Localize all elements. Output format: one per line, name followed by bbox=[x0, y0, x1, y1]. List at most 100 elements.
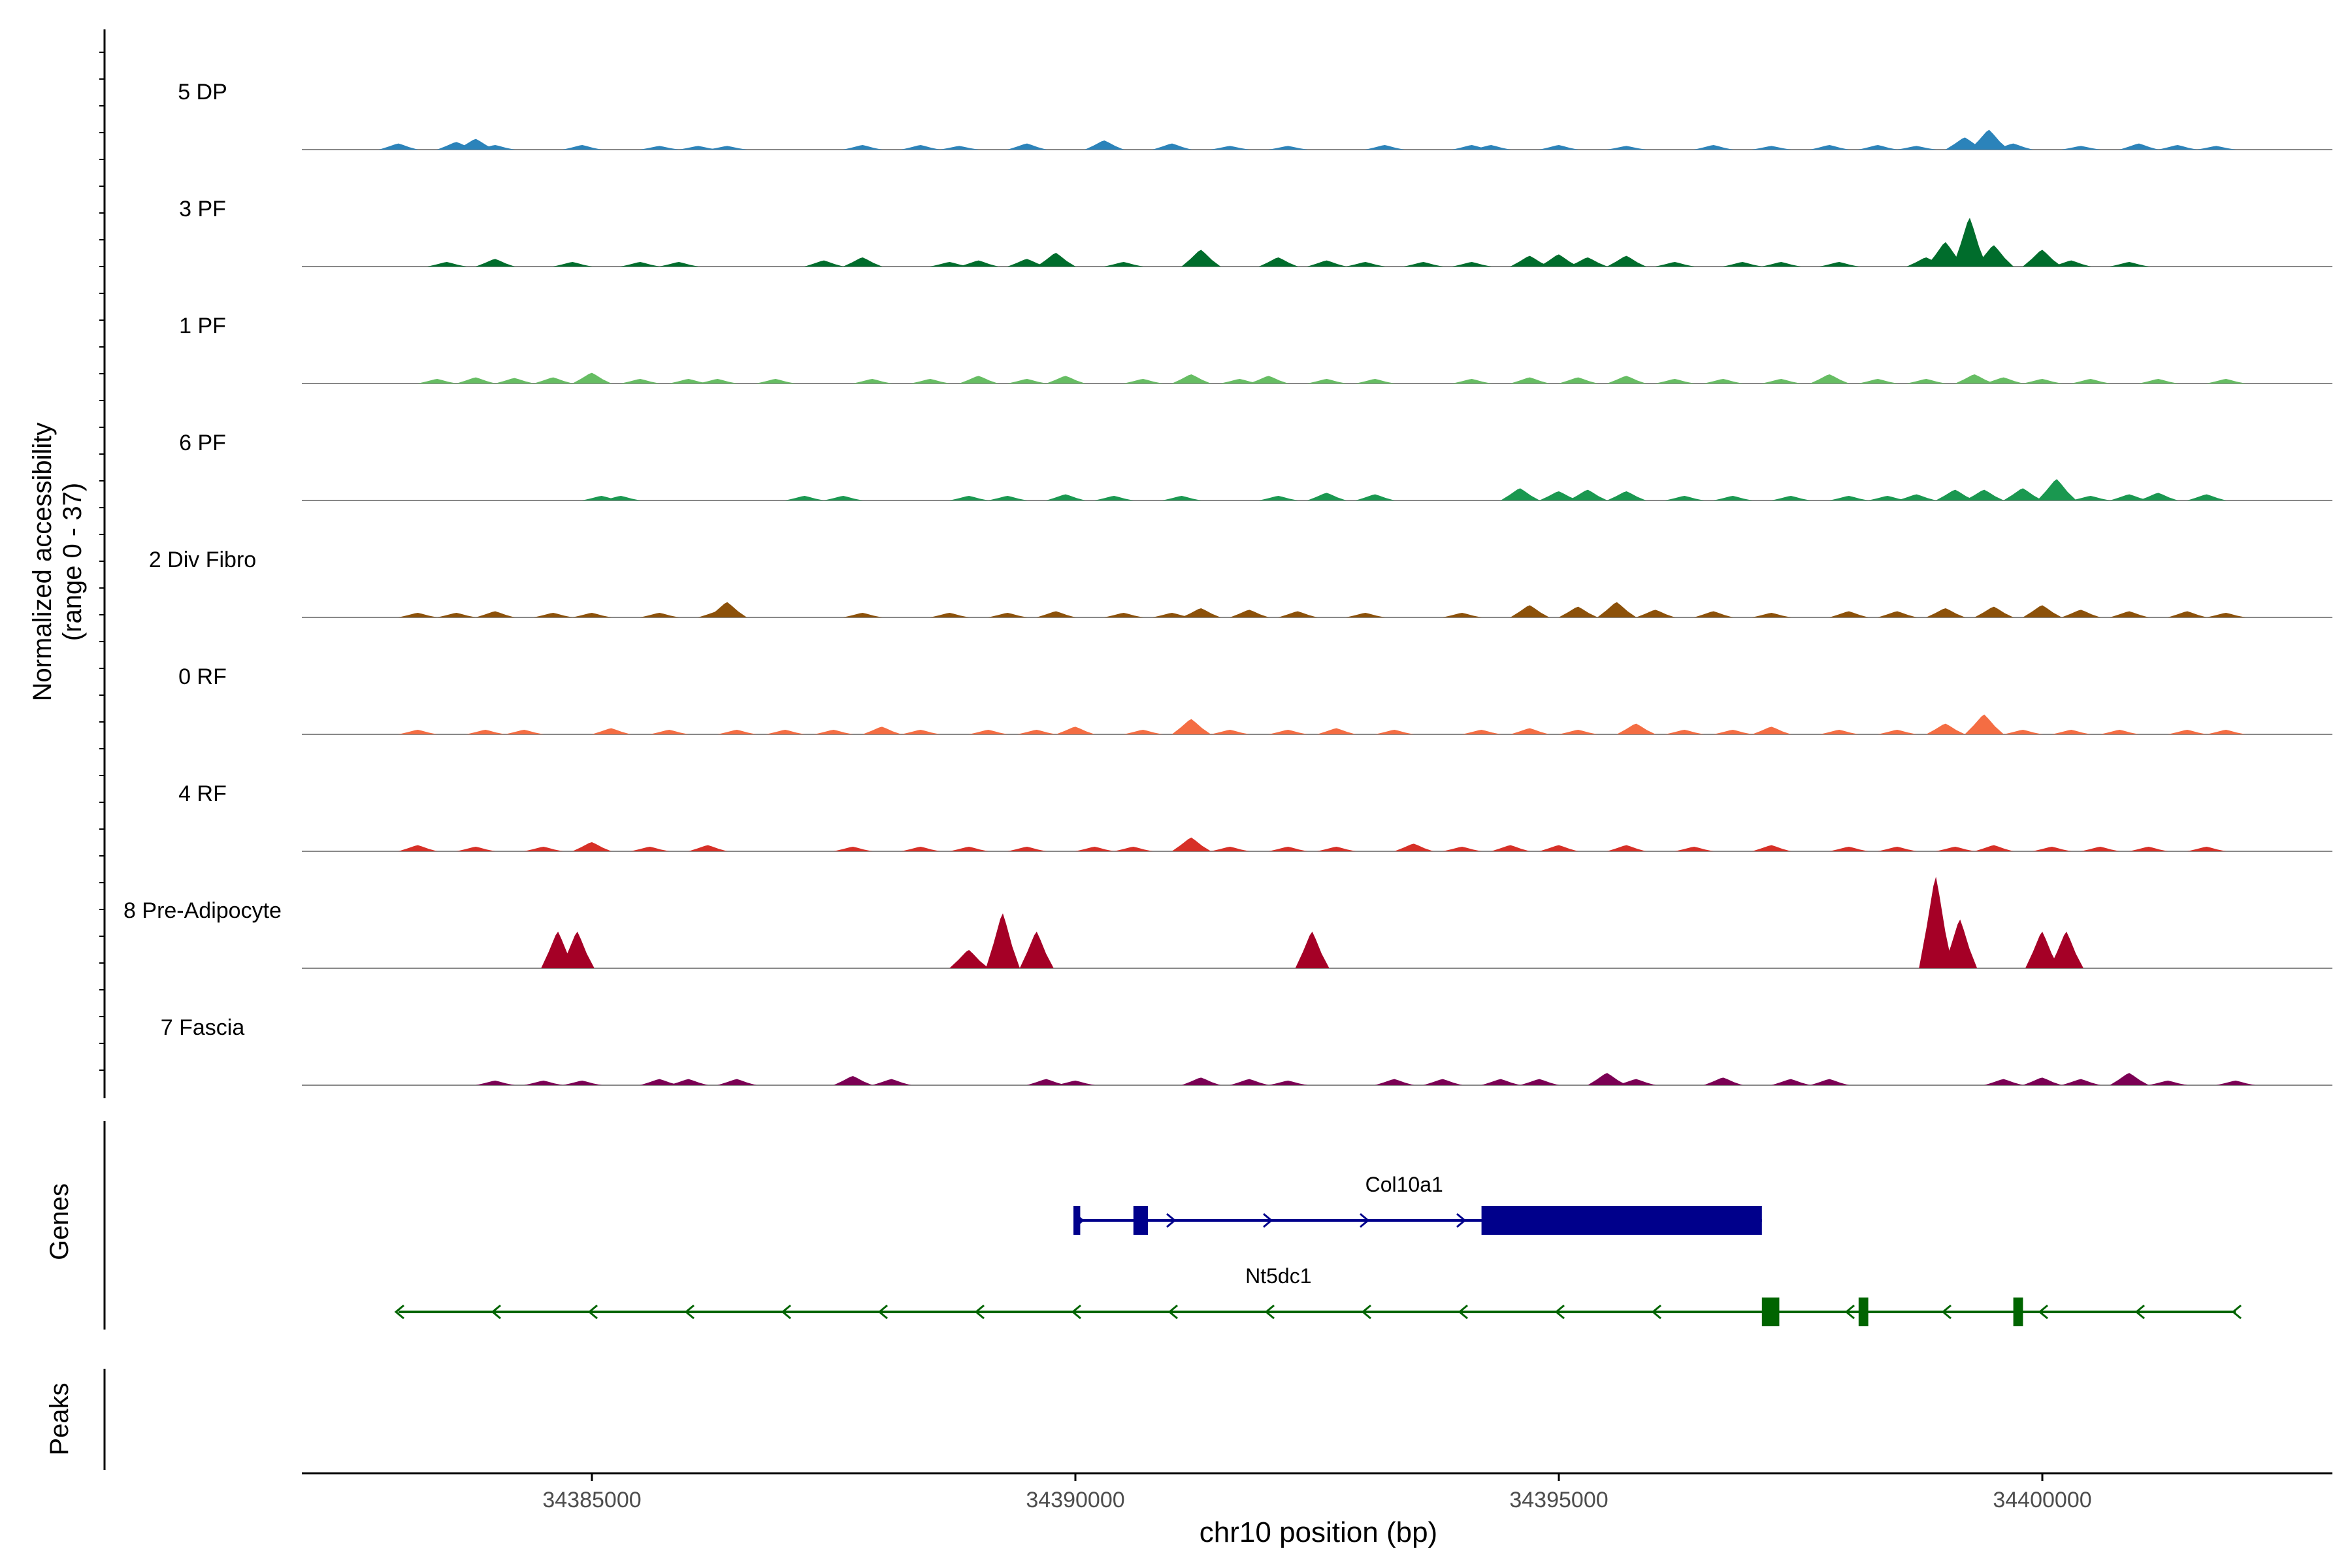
coverage-peak bbox=[1036, 611, 1076, 617]
coverage-peak bbox=[1810, 1079, 1850, 1085]
coverage-peak bbox=[1752, 727, 1791, 734]
x-tick-label: 34400000 bbox=[1993, 1488, 2091, 1512]
peaks-panel-label: Peaks bbox=[45, 1382, 74, 1455]
track-label: 3 PF bbox=[179, 197, 226, 221]
coverage-peak bbox=[1007, 143, 1047, 150]
coverage-peak bbox=[1858, 145, 1898, 150]
coverage-peak bbox=[436, 613, 476, 617]
strand-arrow bbox=[684, 1304, 694, 1320]
coverage-peak bbox=[1674, 847, 1714, 851]
coverage-peak bbox=[533, 613, 573, 617]
strand-arrow bbox=[1071, 1304, 1081, 1320]
track-label: 6 PF bbox=[179, 431, 226, 455]
coverage-peak bbox=[1510, 255, 1550, 267]
coverage-peak bbox=[1258, 257, 1298, 267]
exon bbox=[1073, 1206, 1081, 1235]
coverage-peak bbox=[591, 728, 631, 734]
coverage-peak bbox=[1955, 374, 1995, 384]
coverage-peak bbox=[1616, 723, 1656, 734]
coverage-peak bbox=[843, 145, 883, 150]
coverage-peak bbox=[2023, 379, 2062, 384]
strand-arrow bbox=[1458, 1304, 1468, 1320]
coverage-peak bbox=[524, 1081, 563, 1085]
coverage-peak bbox=[1094, 496, 1134, 500]
coverage-peak bbox=[1056, 727, 1095, 734]
coverage-peak bbox=[2206, 730, 2246, 734]
coverage-peak bbox=[1655, 379, 1695, 384]
strand-arrow bbox=[1844, 1304, 1855, 1320]
strand-arrow bbox=[1554, 1304, 1565, 1320]
coverage-peak bbox=[572, 372, 612, 384]
coverage-peak bbox=[1607, 491, 1646, 500]
coverage-peak bbox=[1046, 494, 1086, 500]
coverage-peak bbox=[1810, 145, 1850, 150]
coverage-peak bbox=[988, 496, 1028, 500]
coverage-peak bbox=[930, 262, 970, 267]
coverage-peak bbox=[1443, 613, 1482, 617]
coverage-peak bbox=[1943, 919, 1978, 968]
coverage-peak bbox=[911, 379, 950, 384]
strand-arrow bbox=[1166, 1213, 1177, 1228]
coverage-peak bbox=[1181, 608, 1221, 617]
x-tick-label: 34385000 bbox=[542, 1488, 641, 1512]
track-label: 1 PF bbox=[179, 314, 226, 338]
coverage-peak bbox=[1316, 847, 1356, 851]
coverage-peak bbox=[504, 730, 544, 734]
coverage-peak bbox=[756, 379, 796, 384]
coverage-peak bbox=[1771, 1079, 1811, 1085]
coverage-peak bbox=[688, 845, 728, 851]
coverage-peak bbox=[1974, 606, 2014, 617]
coverage-peak bbox=[572, 842, 612, 851]
coverage-peak bbox=[1568, 489, 1608, 500]
coverage-peak bbox=[949, 496, 989, 500]
coverage-peak bbox=[1974, 245, 2014, 267]
exon bbox=[1133, 1206, 1148, 1235]
coverage-peak bbox=[572, 613, 612, 617]
coverage-peak bbox=[843, 257, 883, 267]
coverage-peak bbox=[1046, 376, 1086, 384]
coverage-peak bbox=[988, 613, 1028, 617]
coverage-peak bbox=[2138, 379, 2178, 384]
exon bbox=[1858, 1298, 1869, 1326]
coverage-peak bbox=[2110, 1073, 2149, 1085]
coverage-peak bbox=[2216, 1081, 2255, 1085]
coverage-peak bbox=[1858, 379, 1898, 384]
coverage-peak bbox=[1375, 1079, 1414, 1085]
coverage-peak bbox=[1829, 611, 1869, 617]
coverage-peak bbox=[1443, 847, 1482, 851]
coverage-peak bbox=[1723, 262, 1763, 267]
coverage-peak bbox=[804, 260, 844, 267]
coverage-peak bbox=[1965, 489, 2004, 500]
coverage-peak bbox=[2110, 494, 2149, 500]
coverage-peak bbox=[1868, 496, 1908, 500]
track-5: 0 RF bbox=[178, 664, 2332, 735]
coverage-peak bbox=[1355, 379, 1395, 384]
coverage-peak bbox=[1316, 728, 1356, 734]
track-7: 8 Pre-Adipocyte bbox=[123, 877, 2332, 969]
coverage-peak bbox=[1588, 1073, 1627, 1085]
coverage-peak bbox=[1394, 843, 1433, 851]
coverage-peak bbox=[1607, 845, 1646, 851]
coverage-peak bbox=[1539, 491, 1578, 500]
coverage-peak bbox=[1171, 838, 1211, 851]
x-axis-ticks: 34385000 34390000 34395000 34400000 bbox=[542, 1473, 2092, 1512]
coverage-peak bbox=[1558, 606, 1598, 617]
coverage-peak bbox=[1761, 379, 1801, 384]
coverage-peak bbox=[717, 730, 757, 734]
strand-arrow bbox=[781, 1304, 791, 1320]
coverage-peak bbox=[1878, 730, 1917, 734]
coverage-peak bbox=[476, 145, 515, 150]
coverage-peak bbox=[1665, 496, 1705, 500]
coverage-peak bbox=[814, 730, 853, 734]
coverage-peak bbox=[398, 613, 438, 617]
axes: 34385000 34390000 34395000 34400000 bbox=[99, 29, 2332, 1512]
track-label: 2 Div Fibro bbox=[149, 547, 256, 572]
strand-arrow bbox=[1360, 1213, 1370, 1228]
coverage-peak bbox=[1829, 496, 1869, 500]
coverage-peak bbox=[1123, 730, 1163, 734]
coverage-peak bbox=[1500, 488, 1540, 500]
coverage-peak bbox=[1761, 262, 1801, 267]
coverage-peak bbox=[2003, 730, 2043, 734]
coverage-peak bbox=[2138, 493, 2178, 500]
coverage-peak bbox=[1365, 145, 1405, 150]
